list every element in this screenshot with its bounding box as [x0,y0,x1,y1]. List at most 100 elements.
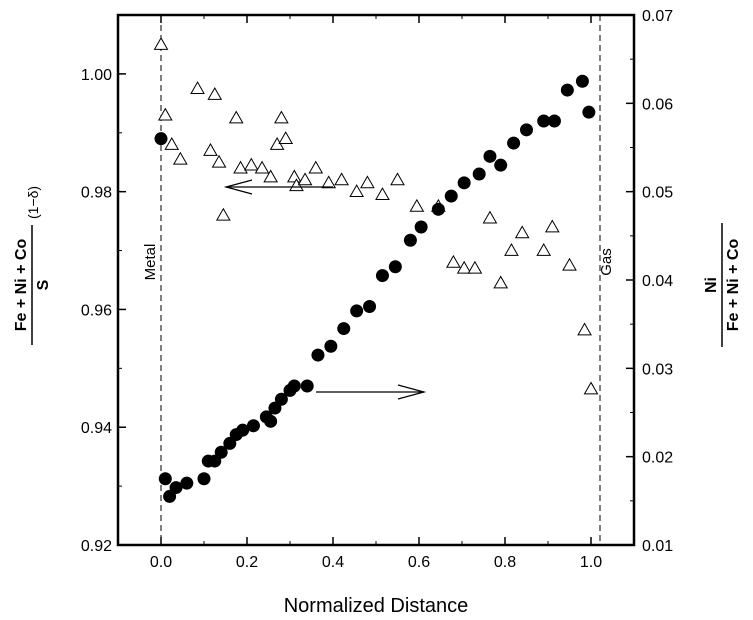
left-axis-title-denominator: S [35,279,52,290]
left-axis-ticks: 0.92 0.94 0.96 0.98 1.00 [81,14,126,555]
triangle-point [536,243,552,256]
circle-point [311,348,325,362]
circle-point [236,423,250,437]
left-tick-label: 0.92 [81,538,112,555]
triangle-point [390,172,405,186]
plot-frame [116,13,636,547]
right-axis-ticks: 0.01 0.02 0.03 0.04 0.05 0.06 0.07 [626,8,673,555]
triangle-point [482,210,498,224]
circle-point [494,158,508,172]
triangle-point [211,154,227,168]
triangle-point [349,184,365,198]
circle-point [444,189,458,203]
left-tick-label: 0.98 [81,185,112,202]
circle-point [154,132,168,146]
circle-point [414,220,428,234]
left-axis-title-exponent: (1−δ) [25,186,41,219]
right-tick-label: 0.07 [642,8,673,25]
left-axis-arrow [223,179,333,195]
left-tick-label: 0.96 [81,302,112,319]
circle-point [300,379,314,393]
left-tick-label: 0.94 [81,420,112,437]
triangle-point [544,219,560,233]
circle-point [403,233,417,247]
triangle-point [254,160,270,174]
right-axis-title: Ni Fe + Ni + Co [703,223,742,347]
triangle-point [278,131,294,145]
triangle-point [172,151,188,165]
circle-point [560,83,574,97]
right-tick-label: 0.05 [642,185,673,202]
triangle-point [493,275,509,289]
triangle-point [153,36,169,50]
triangle-point [562,257,577,271]
x-axis-title: Normalized Distance [284,595,469,617]
circle-point [507,136,521,150]
triangle-point [297,172,313,186]
series-open-triangles [153,36,599,395]
x-tick-label: 0.4 [322,554,344,571]
x-tick-label: 1.0 [580,554,602,571]
triangle-point [274,110,289,124]
circle-point [575,74,589,88]
circle-point [180,476,194,490]
triangle-point [360,175,375,189]
circle-point [375,269,389,283]
circle-point [582,105,596,119]
triangle-point [190,81,205,94]
triangle-point [583,381,599,395]
right-tick-label: 0.06 [642,96,673,113]
left-tick-label: 1.00 [81,67,112,84]
circle-point [520,123,533,137]
right-axis-title-denominator: Fe + Ni + Co [725,239,742,332]
triangle-point [504,243,519,256]
triangle-point [228,110,244,124]
triangle-point [467,260,483,274]
triangle-point [456,260,472,274]
triangle-point [286,169,302,183]
circle-point [472,167,486,181]
triangle-point [308,160,324,174]
x-tick-label: 0.2 [236,554,258,571]
circle-point [350,304,364,318]
x-axis-ticks: 0.0 0.2 0.4 0.6 0.8 1.0 [117,15,635,571]
triangle-point [243,157,259,171]
triangle-point [157,107,173,121]
triangle-point [263,169,279,183]
circle-point [547,114,561,128]
circle-point [274,392,288,406]
metal-label: Metal [142,244,159,281]
circle-point [363,300,377,313]
triangle-point [203,142,218,156]
circle-point [246,419,260,433]
right-tick-label: 0.02 [642,450,673,467]
circle-point [287,379,301,393]
circle-point [388,260,402,274]
circle-point [431,202,445,216]
triangle-point [334,172,349,186]
circle-point [324,339,338,353]
x-tick-label: 0.0 [150,554,172,571]
triangle-point [577,322,592,336]
right-tick-label: 0.01 [642,538,673,555]
triangle-point [164,137,180,150]
x-tick-label: 0.8 [494,554,516,571]
circle-point [337,322,351,336]
triangle-point [207,86,223,100]
right-tick-label: 0.04 [642,273,673,290]
circle-point [537,114,551,128]
circle-point [169,481,183,495]
circle-point [214,445,228,459]
gas-label: Gas [598,248,615,276]
right-tick-label: 0.03 [642,361,673,378]
circle-point [457,176,471,190]
x-tick-label: 0.6 [408,554,430,571]
triangle-point [215,207,231,221]
left-axis-title-numerator: Fe + Ni + Co [13,239,30,332]
circle-point [197,472,211,486]
triangle-point [233,160,248,174]
triangle-point [375,187,390,200]
series-filled-circles [154,74,596,503]
right-axis-title-numerator: Ni [703,277,720,293]
